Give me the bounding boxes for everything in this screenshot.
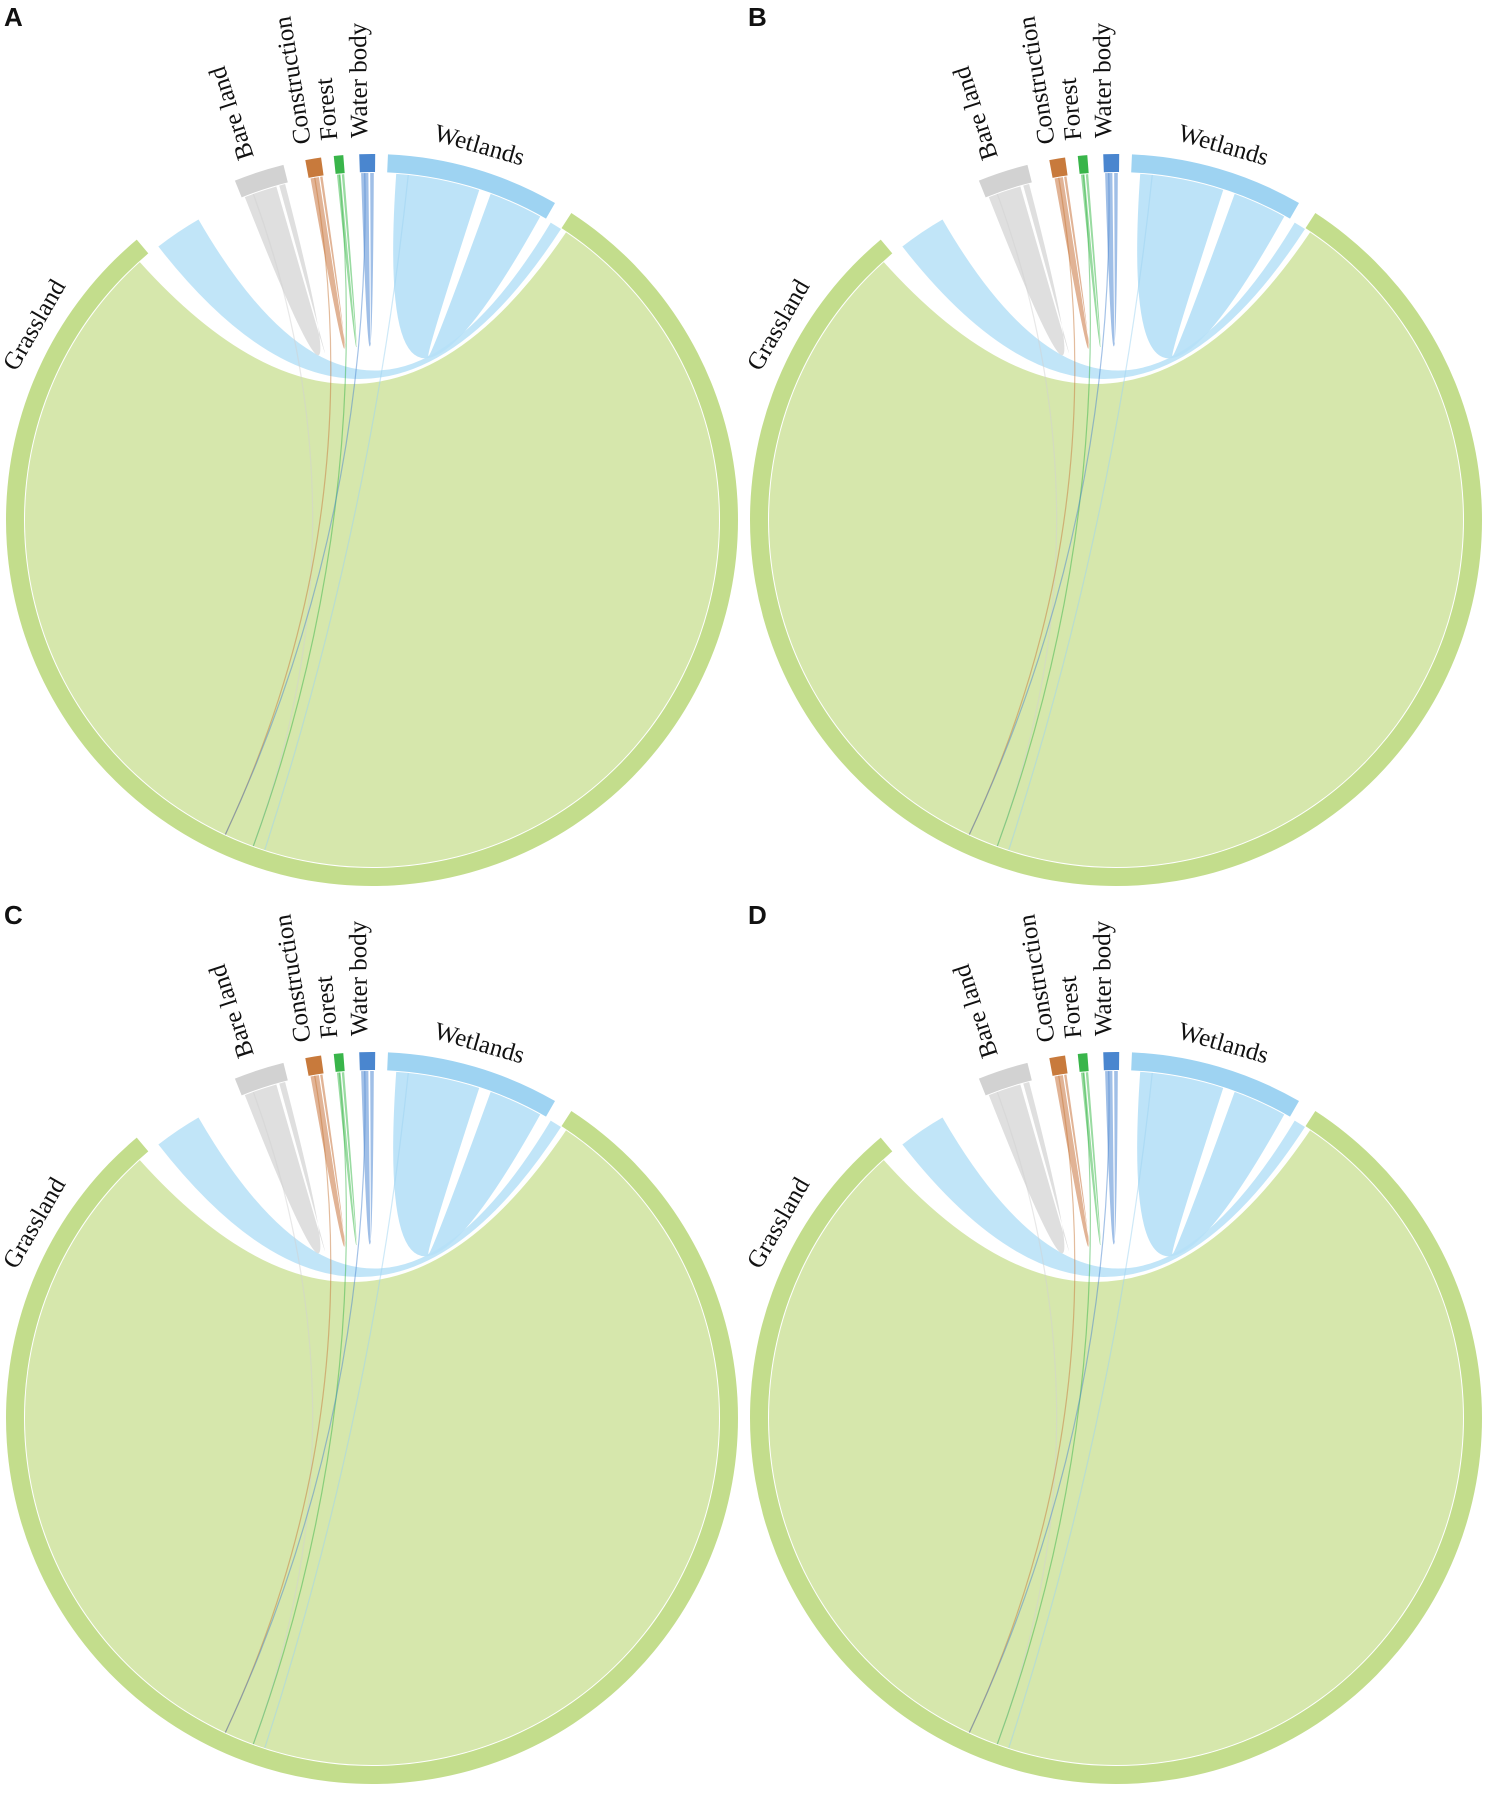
ribbon-grassland-grassland <box>25 232 719 867</box>
ribbon-line-water <box>224 1071 366 1733</box>
ribbon-grassland-wetlands <box>158 1117 561 1278</box>
segment-construction <box>305 1055 324 1076</box>
ribbon-wetlands-wetlands <box>1137 1071 1285 1257</box>
ribbon-line-water <box>968 173 1110 835</box>
label-construction: Construction <box>1013 912 1060 1044</box>
ribbon-construction <box>310 176 346 349</box>
label-construction: Construction <box>269 912 316 1044</box>
label-bare: Bare land <box>204 63 260 164</box>
chord-diagram-panel-b: Grassland Bare land Construction Forest Wate… <box>742 0 1488 897</box>
label-construction: Construction <box>1013 14 1060 146</box>
segment-water <box>1103 153 1120 173</box>
label-forest: Forest <box>311 77 344 142</box>
segment-wetlands <box>387 154 555 219</box>
ribbon-line-wetlands <box>1008 174 1153 851</box>
label-bare: Bare land <box>948 961 1004 1062</box>
ribbon-water <box>1105 173 1118 347</box>
ribbon-water <box>361 173 374 347</box>
ribbon-line-construction <box>968 177 1076 835</box>
segment-construction <box>1049 157 1068 178</box>
segment-water <box>1103 1052 1120 1071</box>
label-bare: Bare land <box>948 63 1004 164</box>
ribbon-line-forest <box>996 174 1091 847</box>
ribbon-forest <box>1080 174 1101 348</box>
ribbon-grassland-wetlands <box>902 219 1305 380</box>
ribbon-line-water <box>224 173 366 835</box>
ribbon-line-bare <box>996 1091 1058 1745</box>
panel-letter: D <box>748 900 767 930</box>
segment-water <box>359 1052 376 1071</box>
segment-bare <box>234 1062 288 1096</box>
ribbon-grassland-grassland <box>769 232 1463 867</box>
ribbon-line-forest <box>252 174 347 847</box>
segment-forest <box>333 1053 345 1072</box>
panel-letter: A <box>4 2 23 32</box>
ribbon-line-construction <box>224 1075 332 1733</box>
ribbon-line-wetlands <box>264 174 409 851</box>
label-water: Water body <box>345 920 373 1036</box>
label-water: Water body <box>1089 22 1117 138</box>
ribbon-water <box>1105 1071 1118 1245</box>
ribbon-line-bare <box>996 193 1058 847</box>
ribbon-forest <box>1080 1072 1101 1246</box>
ribbon-grassland-grassland <box>25 1130 719 1765</box>
segment-water <box>359 153 376 173</box>
ribbon-grassland-wetlands <box>158 219 561 380</box>
ribbon-line-forest <box>996 1072 1091 1745</box>
segment-wetlands <box>387 1052 555 1117</box>
ribbon-line-wetlands <box>264 1072 409 1749</box>
chord-diagram-panel-c: Grassland Bare land Construction Forest Wate… <box>0 898 744 1795</box>
segment-wetlands <box>1131 154 1299 219</box>
ribbon-grassland-wetlands <box>902 1117 1305 1278</box>
panel-letter: B <box>748 2 767 32</box>
ribbon-line-construction <box>224 177 332 835</box>
ribbon-line-construction <box>968 1075 1076 1733</box>
segment-forest <box>1077 1053 1089 1072</box>
label-forest: Forest <box>1055 975 1088 1040</box>
ribbon-line-water <box>968 1071 1110 1733</box>
ribbon-line-bare <box>252 1091 314 1745</box>
label-construction: Construction <box>269 14 316 146</box>
segment-bare <box>978 1062 1032 1096</box>
ribbon-forest <box>336 174 357 348</box>
ribbon-forest <box>336 1072 357 1246</box>
ribbon-grassland-grassland <box>769 1130 1463 1765</box>
panel-letter: C <box>4 900 23 930</box>
chord-diagram-panel-d: Grassland Bare land Construction Forest Wate… <box>742 898 1488 1795</box>
ribbon-line-forest <box>252 1072 347 1745</box>
ribbon-construction <box>310 1074 346 1247</box>
segment-construction <box>1049 1055 1068 1076</box>
ribbon-water <box>361 1071 374 1245</box>
label-forest: Forest <box>1055 77 1088 142</box>
ribbon-line-wetlands <box>1008 1072 1153 1749</box>
segment-bare <box>978 164 1032 198</box>
segment-bare <box>234 164 288 198</box>
segment-construction <box>305 157 324 178</box>
ribbon-wetlands-wetlands <box>393 1071 541 1257</box>
label-water: Water body <box>1089 920 1117 1036</box>
segment-forest <box>333 155 345 174</box>
segment-wetlands <box>1131 1052 1299 1117</box>
segment-forest <box>1077 155 1089 174</box>
ribbon-wetlands-wetlands <box>1137 173 1285 359</box>
ribbon-line-bare <box>252 193 314 847</box>
label-bare: Bare land <box>204 961 260 1062</box>
ribbon-construction <box>1054 1074 1090 1247</box>
chord-diagram-panel-a: Grassland Bare land Construction Forest Wate… <box>0 0 744 897</box>
ribbon-wetlands-wetlands <box>393 173 541 359</box>
ribbon-construction <box>1054 176 1090 349</box>
label-water: Water body <box>345 22 373 138</box>
label-forest: Forest <box>311 975 344 1040</box>
